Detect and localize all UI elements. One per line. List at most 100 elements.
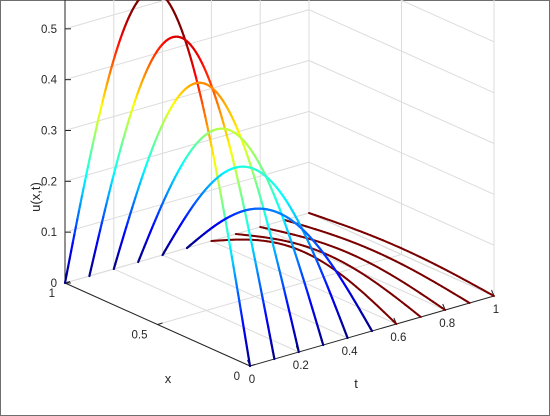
curve-segment: [100, 215, 105, 225]
curve-segment: [238, 299, 242, 311]
curve-segment: [253, 255, 257, 266]
curve-segment: [242, 327, 247, 339]
curve-segment: [208, 137, 213, 148]
curve-segment: [282, 285, 287, 295]
curve-segment: [137, 257, 141, 264]
curve-segment: [254, 263, 259, 274]
z-axis-label: u(x,t): [28, 182, 43, 212]
curve-segment: [93, 129, 97, 139]
t-tick-label: 0.2: [293, 360, 309, 372]
curve-segment: [268, 333, 273, 345]
curve-segment: [88, 268, 93, 278]
curve-segment: [234, 170, 239, 180]
curve-segment: [161, 251, 166, 257]
series-curve: [185, 207, 374, 333]
curve-segment: [219, 192, 224, 204]
curve-segment: [92, 248, 97, 258]
curve-segment: [96, 235, 100, 245]
curve-segment: [271, 349, 276, 361]
curve-segment: [216, 176, 221, 187]
curve-segment: [87, 157, 91, 168]
curve-segment: [85, 164, 90, 175]
curve-segment: [296, 344, 300, 354]
curve-segment: [202, 108, 207, 118]
curve-segment: [77, 202, 82, 213]
curve-segment: [256, 270, 261, 281]
z-tick-label: 0.5: [41, 24, 57, 36]
curve-segment: [286, 304, 291, 314]
curve-segment: [82, 179, 87, 190]
series-curve: [137, 127, 325, 347]
curve-segment: [259, 286, 264, 297]
curve-segment: [204, 115, 208, 125]
curve-segment: [83, 172, 88, 182]
floor-curve-segment: [259, 226, 265, 229]
x-tick-label: 0: [234, 371, 240, 383]
t-tick-label: 1: [493, 304, 499, 316]
curve-segment: [285, 298, 290, 308]
curve-segment: [71, 233, 76, 245]
curve-segment: [97, 228, 102, 238]
curve-segment: [65, 265, 70, 277]
curve-segment: [241, 317, 245, 330]
wall-grid-z: [64, 161, 310, 233]
t-tick-label: 0.4: [342, 346, 359, 358]
curve-segment: [251, 248, 256, 258]
curve-segment: [283, 291, 288, 301]
curve-segment: [233, 271, 238, 284]
curve-segment: [293, 331, 297, 340]
curve-segment: [235, 280, 239, 293]
curve-segment: [210, 144, 215, 155]
curve-segment: [96, 115, 101, 125]
curve-segment: [63, 273, 68, 285]
curves-layer: [63, 0, 374, 368]
curve-segment: [237, 183, 242, 193]
curve-segment: [267, 325, 271, 337]
curve-segment: [236, 176, 241, 186]
series-curve: [88, 35, 276, 361]
curve-segment: [264, 310, 268, 321]
curve-segment: [265, 317, 270, 329]
axes-layer: [64, 0, 495, 367]
curve-segment: [91, 255, 96, 264]
curve-segment: [211, 152, 216, 163]
t-axis-label: t: [354, 376, 358, 391]
x-tick-label: 1: [49, 288, 55, 300]
z-tick-label: 0: [51, 278, 57, 290]
curve-segment: [247, 355, 252, 368]
curve-segment: [294, 337, 299, 347]
floor-curve: [308, 212, 495, 297]
series-curve: [161, 165, 349, 340]
curve-segment: [239, 190, 244, 200]
curve-segment: [291, 324, 296, 334]
curve-segment: [79, 194, 84, 205]
curve-segment: [240, 197, 245, 207]
x-tick-label: 0.5: [132, 330, 148, 342]
curve-segment: [244, 211, 248, 221]
z-tick-label: 0.1: [41, 227, 57, 239]
curve-segment: [66, 257, 71, 269]
z-tick-label: 0.2: [41, 176, 57, 188]
t-tick-label: 0.8: [439, 318, 455, 330]
curve-segment: [68, 249, 73, 261]
curve-segment: [231, 262, 236, 275]
floor-curve: [283, 219, 471, 304]
curve-segment: [89, 261, 94, 271]
curve-segment: [224, 218, 228, 230]
curve-segment: [218, 184, 222, 196]
curve-segment: [236, 290, 241, 302]
curve-segment: [289, 317, 294, 327]
curve-segment: [94, 241, 99, 251]
wall-grid-z: [64, 60, 310, 131]
curve-segment: [230, 253, 235, 265]
floor-curve-segment: [283, 219, 289, 222]
curve-segment: [248, 233, 253, 243]
curve-segment: [99, 222, 103, 231]
curve-segment: [70, 241, 74, 253]
curve-segment: [80, 187, 85, 198]
curve-segment: [201, 101, 205, 111]
curve-segment: [199, 95, 204, 105]
curve-segment: [250, 240, 254, 251]
curve-segment: [99, 102, 104, 112]
